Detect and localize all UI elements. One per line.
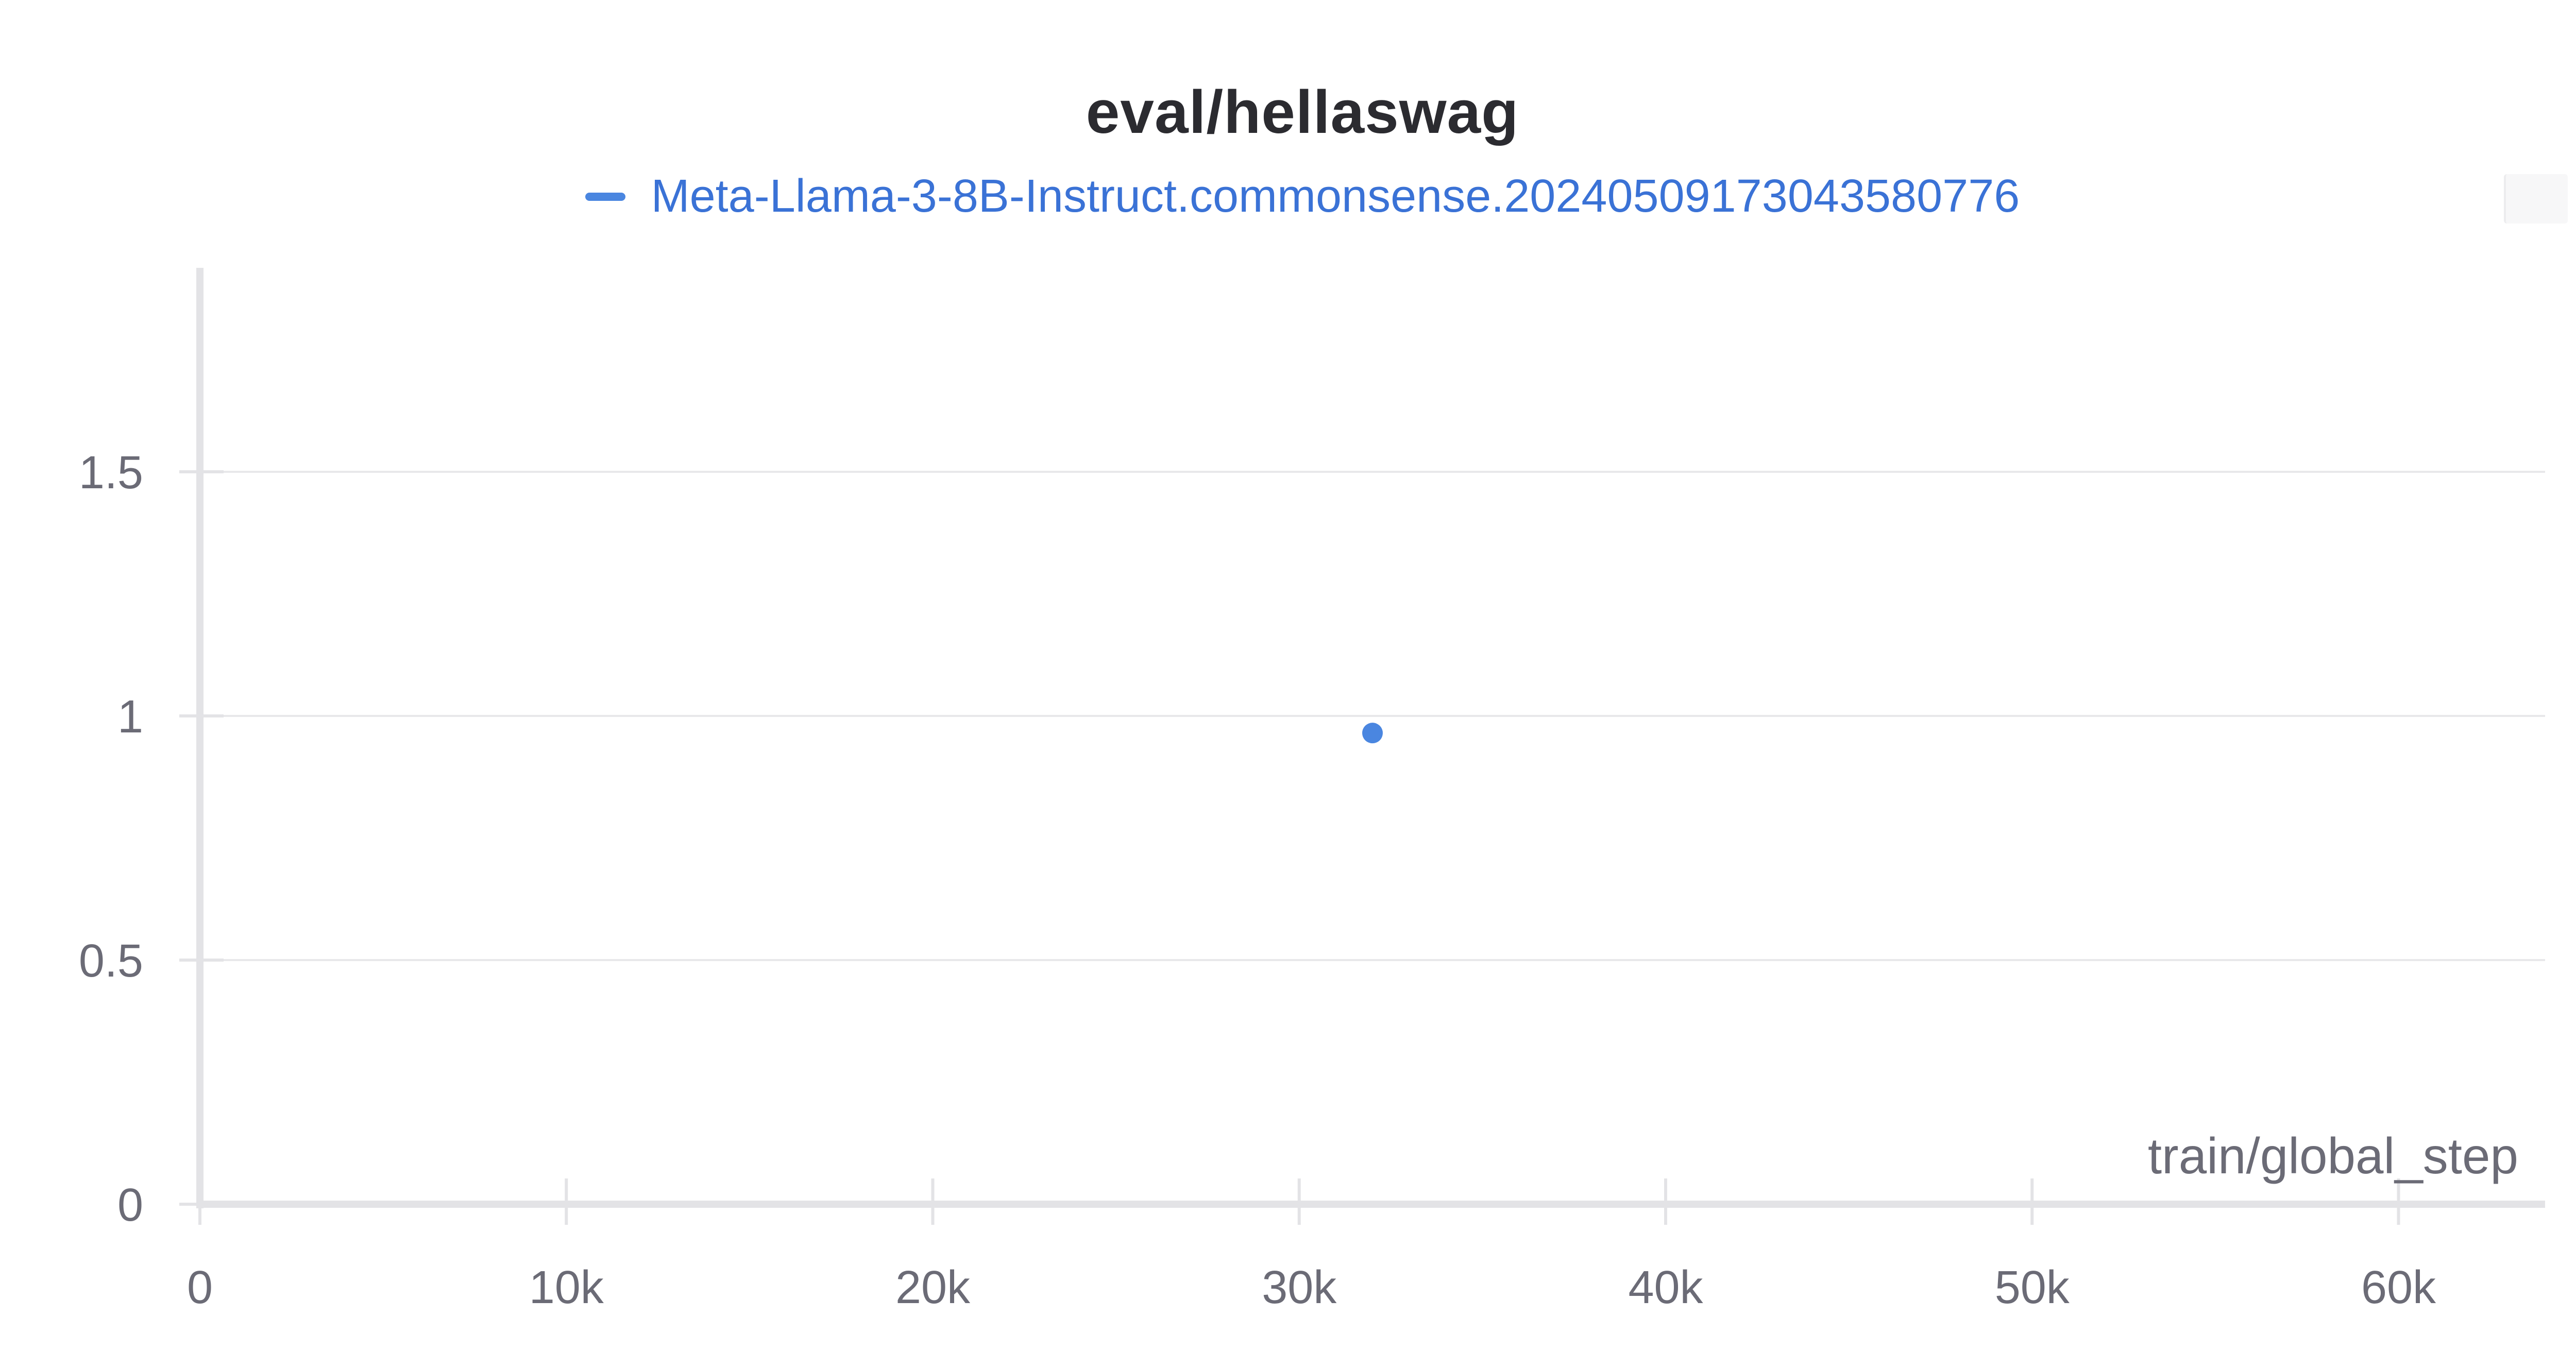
- x-tick-label: 60k: [2361, 1262, 2436, 1313]
- y-tick-label: 0.5: [79, 935, 143, 987]
- x-tick-label: 0: [187, 1262, 213, 1313]
- y-tick-label: 1.5: [79, 447, 143, 499]
- y-tick-label: 1: [117, 691, 143, 743]
- x-axis-title: train/global_step: [2148, 1127, 2518, 1184]
- legend-scroll-handle[interactable]: [2504, 174, 2568, 224]
- x-tick-label: 50k: [1995, 1262, 2070, 1313]
- data-point: [1362, 723, 1383, 744]
- y-axis: 0 0.5 1 1.5: [79, 268, 224, 1231]
- x-tick-label: 30k: [1262, 1262, 1337, 1313]
- x-tick-label: 40k: [1628, 1262, 1703, 1313]
- x-tick-label: 20k: [895, 1262, 971, 1313]
- chart-title: eval/hellaswag: [1086, 78, 1519, 146]
- legend-swatch: [585, 192, 625, 201]
- x-axis: 0 10k 20k 30k 40k 50k 60k: [187, 1178, 2545, 1313]
- legend-entry-label[interactable]: Meta-Llama-3-8B-Instruct.commonsense.202…: [651, 170, 2020, 222]
- legend: Meta-Llama-3-8B-Instruct.commonsense.202…: [0, 170, 2576, 223]
- x-tick-label: 10k: [529, 1262, 604, 1313]
- y-tick-label: 0: [117, 1179, 143, 1231]
- data-points: [1362, 723, 1383, 744]
- grid-lines: [200, 471, 2545, 961]
